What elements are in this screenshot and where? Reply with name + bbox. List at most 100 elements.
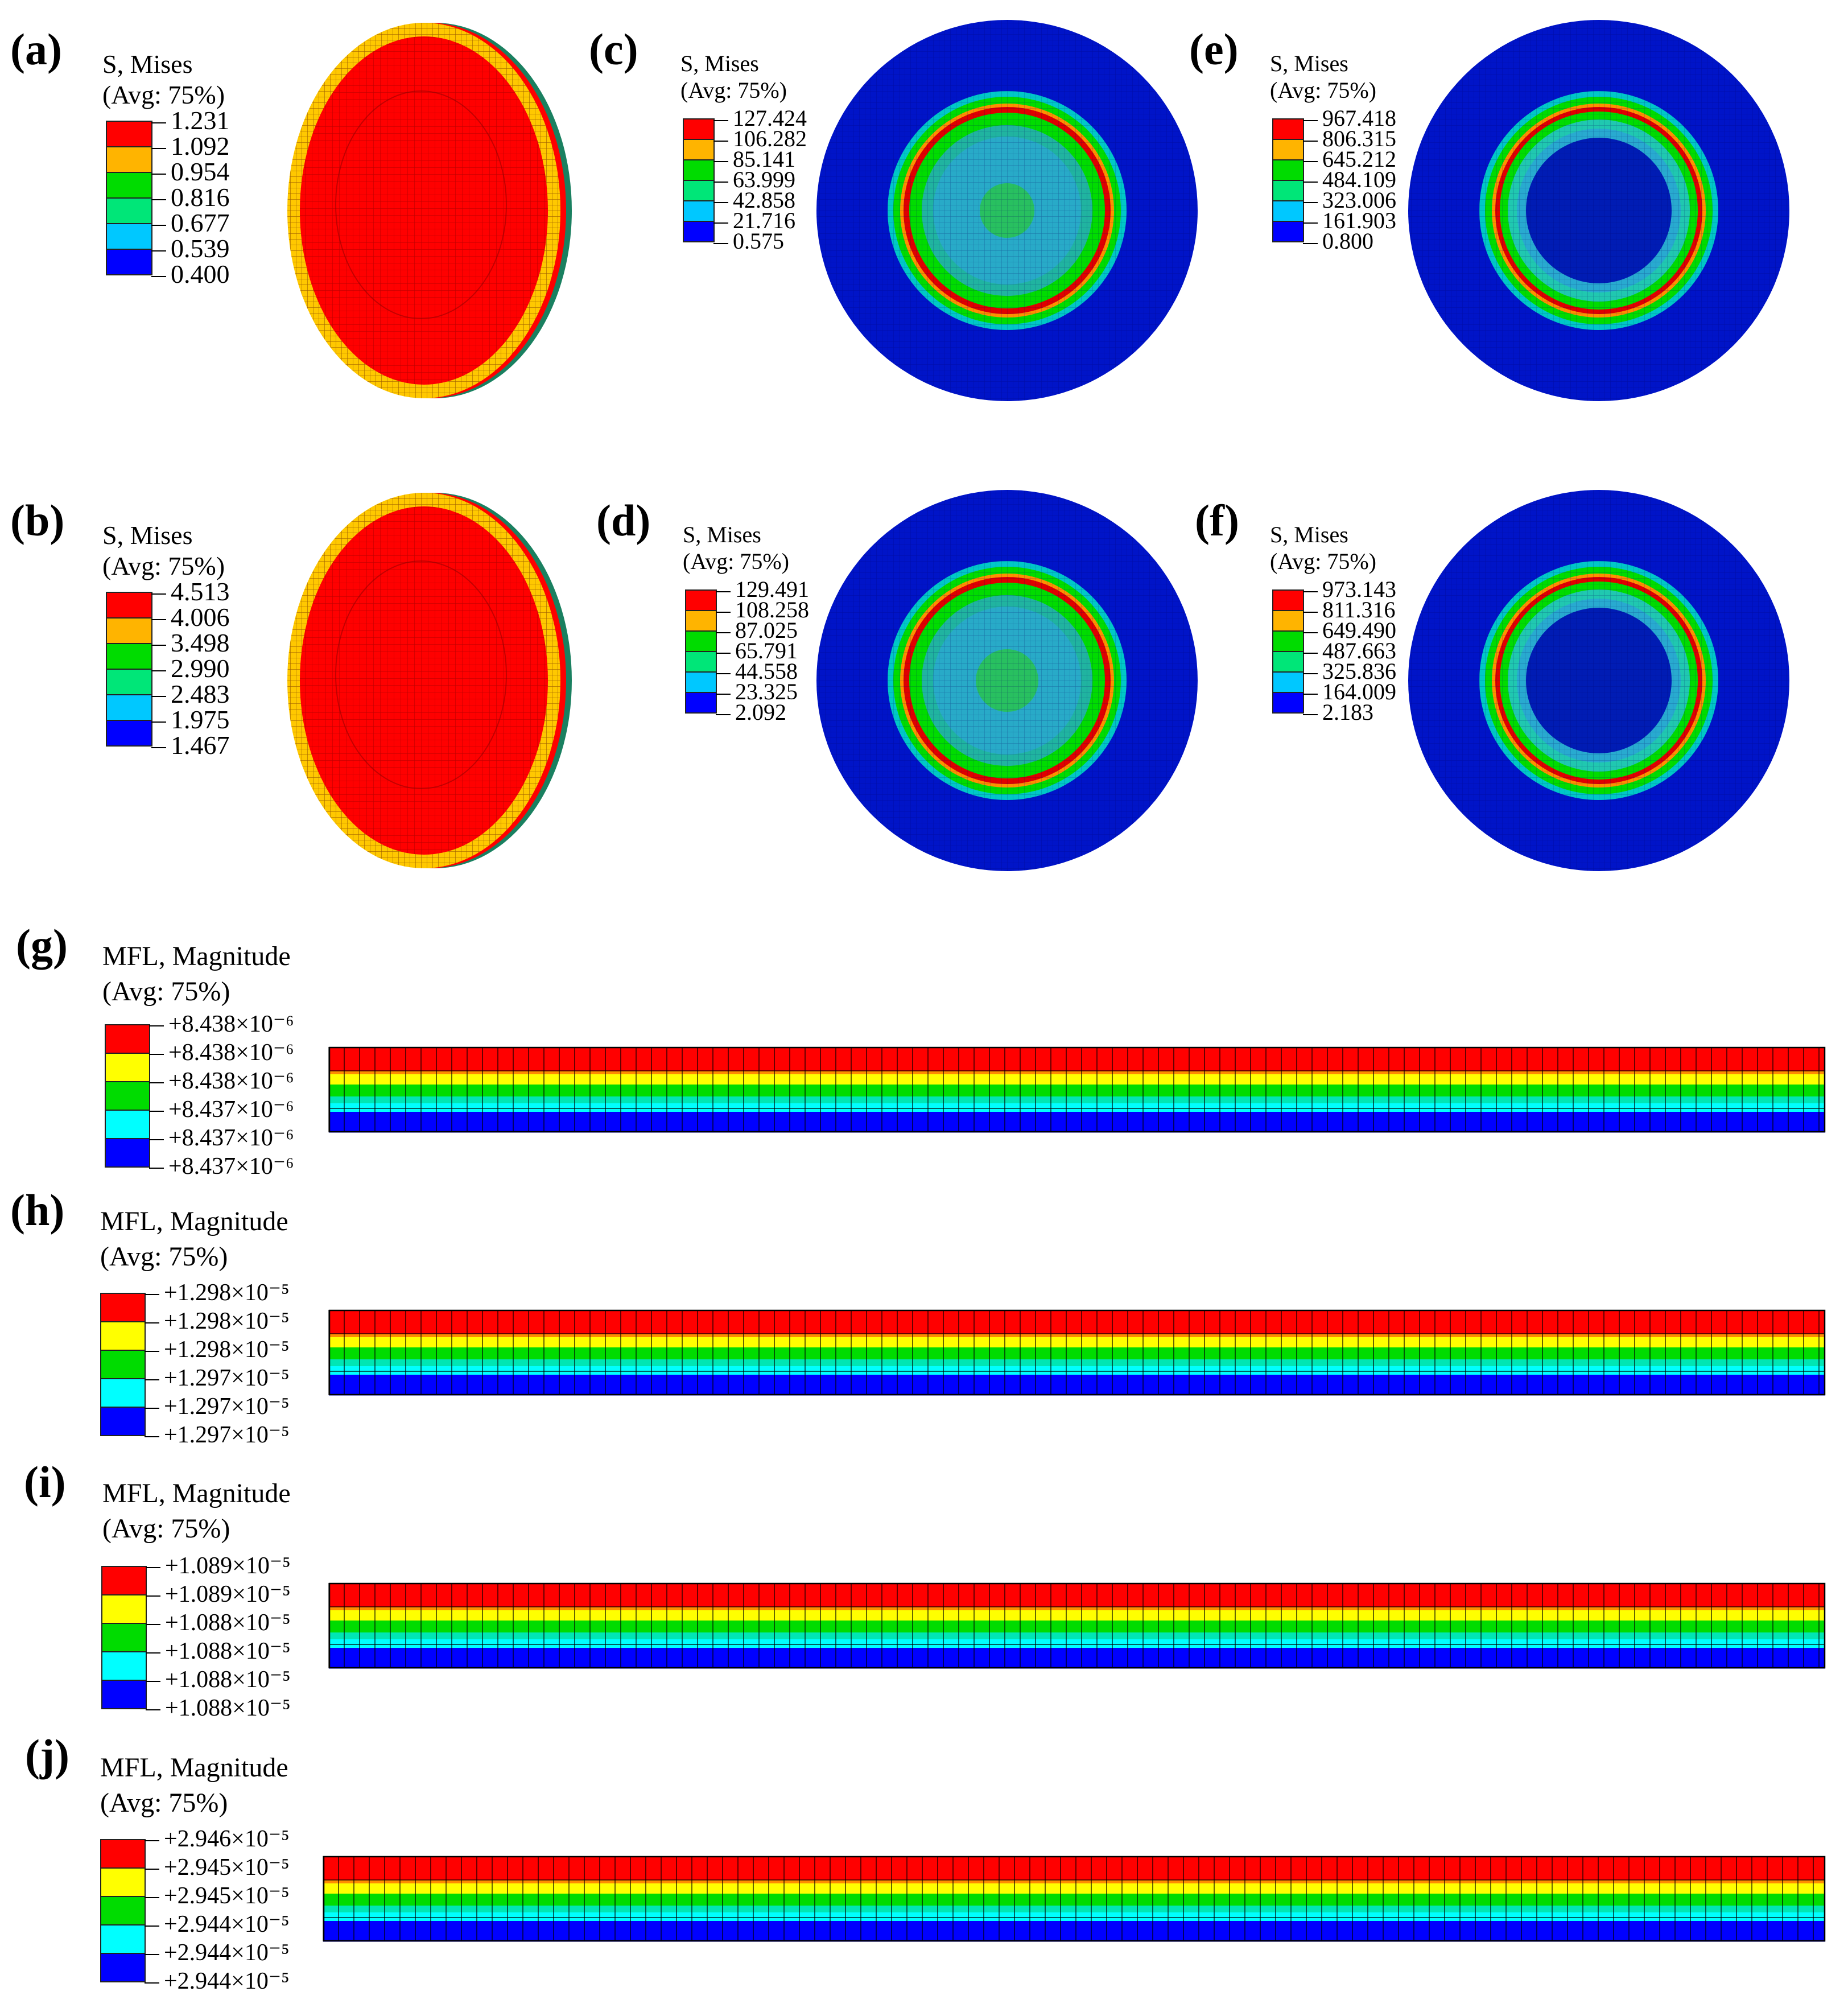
legend-swatch xyxy=(100,1350,146,1379)
legend-level-label: +8.437×10⁻⁶ xyxy=(149,1126,294,1150)
legend-level-label: +1.089×10⁻⁵ xyxy=(146,1582,291,1606)
legend-swatch xyxy=(683,118,715,140)
legend-title: S, Mises xyxy=(1270,522,1348,547)
color-legend: 1.231 1.092 0.954 0.816 0.677 0.539 0.400 xyxy=(106,108,230,287)
legend-swatch xyxy=(1272,159,1304,181)
legend-avg: (Avg: 75%) xyxy=(1270,77,1376,104)
legend-level-label: 2.483 xyxy=(151,681,230,707)
mfl-strip-plot xyxy=(328,1582,1826,1669)
legend-swatch xyxy=(105,1053,150,1082)
strip-band xyxy=(329,1071,1825,1075)
legend-level-label: +1.298×10⁻⁵ xyxy=(145,1309,290,1333)
legend-swatch xyxy=(685,589,717,611)
strip-band xyxy=(329,1375,1825,1386)
legend-swatch xyxy=(101,1651,147,1681)
strip-mesh xyxy=(328,1046,1826,1133)
legend-title: S, Mises xyxy=(102,521,193,550)
legend-level-label: 0.954 xyxy=(151,159,230,185)
legend-swatch xyxy=(106,643,152,670)
legend-avg: (Avg: 75%) xyxy=(102,1514,230,1544)
panel-label: (a) xyxy=(10,24,62,74)
legend-avg: (Avg: 75%) xyxy=(680,77,787,104)
strip-mesh xyxy=(323,1856,1826,1942)
color-legend: 967.418 806.315 645.212 484.109 323.006 161.9… xyxy=(1272,107,1396,253)
legend-swatch xyxy=(100,1378,146,1408)
legend-level-label: +1.088×10⁻⁵ xyxy=(146,1639,291,1663)
disk-contour-plot xyxy=(1408,490,1789,871)
strip-band xyxy=(329,1632,1825,1640)
legend-swatch xyxy=(683,221,715,242)
legend-swatch xyxy=(685,610,717,632)
legend-level-label: 1.975 xyxy=(151,707,230,733)
color-legend: 127.424 106.282 85.141 63.999 42.858 21.716 0.… xyxy=(683,107,807,253)
legend-level-label: +8.437×10⁻⁶ xyxy=(149,1098,294,1121)
legend-level-label: 1.467 xyxy=(151,732,230,758)
strip-band xyxy=(329,1074,1825,1085)
color-legend: 973.143 811.316 649.490 487.663 325.836 164.0… xyxy=(1272,578,1396,724)
legend-swatch xyxy=(101,1680,147,1709)
legend-level-label: +1.088×10⁻⁵ xyxy=(146,1696,291,1720)
strip-band xyxy=(329,1658,1825,1669)
legend-swatch xyxy=(683,200,715,222)
legend-level-label: +1.298×10⁻⁵ xyxy=(145,1338,290,1362)
panel-label: (f) xyxy=(1195,496,1239,545)
panel-label: (b) xyxy=(10,496,65,545)
strip-band xyxy=(329,1583,1825,1597)
color-legend: +1.298×10⁻⁵ +1.298×10⁻⁵ +1.298×10⁻⁵ +1.297×… xyxy=(100,1281,290,1447)
legend-swatch xyxy=(683,139,715,160)
legend-swatch xyxy=(685,671,717,693)
shell-contour-plot xyxy=(287,23,572,398)
legend-title: MFL, Magnitude xyxy=(100,1206,288,1236)
legend-title: MFL, Magnitude xyxy=(102,1478,291,1508)
legend-swatch xyxy=(100,1924,146,1954)
legend-level-label: +1.089×10⁻⁵ xyxy=(146,1554,291,1578)
legend-level-label: +8.438×10⁻⁶ xyxy=(149,1069,294,1093)
strip-band xyxy=(329,1621,1825,1633)
strip-band xyxy=(323,1856,1825,1870)
legend-swatch xyxy=(1272,651,1304,673)
legend-swatch xyxy=(100,1321,146,1351)
legend-level-label: +1.298×10⁻⁵ xyxy=(145,1281,290,1305)
legend-level-label: +1.088×10⁻⁵ xyxy=(146,1668,291,1692)
color-legend: 129.491 108.258 87.025 65.791 44.558 23.325 2.… xyxy=(685,578,809,724)
legend-swatch xyxy=(105,1138,150,1168)
legend-level-label: 0.575 xyxy=(713,230,784,253)
panel-label: (i) xyxy=(24,1457,66,1507)
legend-level-label: +8.438×10⁻⁶ xyxy=(149,1041,294,1065)
legend-swatch xyxy=(106,197,152,224)
legend-swatch xyxy=(1272,221,1304,242)
panel-label: (h) xyxy=(10,1185,65,1235)
legend-level-label: +1.297×10⁻⁵ xyxy=(145,1395,290,1419)
legend-swatch xyxy=(105,1024,150,1054)
legend-title: S, Mises xyxy=(1270,51,1348,76)
strip-band xyxy=(329,1366,1825,1375)
panel-label: (c) xyxy=(589,24,638,74)
legend-title: S, Mises xyxy=(680,51,759,76)
legend-title: S, Mises xyxy=(102,50,193,79)
legend-swatch xyxy=(100,1896,146,1925)
disk-contour-plot xyxy=(1408,20,1789,401)
legend-level-label: +2.944×10⁻⁵ xyxy=(145,1912,290,1936)
strip-band xyxy=(323,1880,1825,1884)
panel-label: (g) xyxy=(16,920,68,970)
legend-level-label: 2.183 xyxy=(1303,701,1373,724)
strip-band xyxy=(329,1112,1825,1123)
legend-level-label: 1.231 xyxy=(151,108,230,134)
legend-level-label: +1.088×10⁻⁵ xyxy=(146,1611,291,1635)
legend-level-label: 2.092 xyxy=(716,701,786,724)
mfl-strip-plot xyxy=(328,1046,1826,1133)
panel-label: (e) xyxy=(1189,24,1239,74)
legend-swatch xyxy=(101,1623,147,1652)
legend-avg: (Avg: 75%) xyxy=(100,1788,228,1819)
legend-avg: (Avg: 75%) xyxy=(1270,549,1376,575)
strip-band xyxy=(323,1931,1825,1942)
strip-mesh xyxy=(328,1582,1826,1669)
legend-level-label: 4.513 xyxy=(151,579,230,605)
strip-band xyxy=(329,1337,1825,1348)
legend-level-label: 1.092 xyxy=(151,133,230,159)
legend-level-label: 0.677 xyxy=(151,210,230,236)
strip-band xyxy=(329,1639,1825,1648)
legend-swatch xyxy=(106,121,152,147)
color-legend: +8.438×10⁻⁶ +8.438×10⁻⁶ +8.438×10⁻⁶ +8.437×… xyxy=(105,1012,294,1178)
strip-band xyxy=(329,1359,1825,1367)
